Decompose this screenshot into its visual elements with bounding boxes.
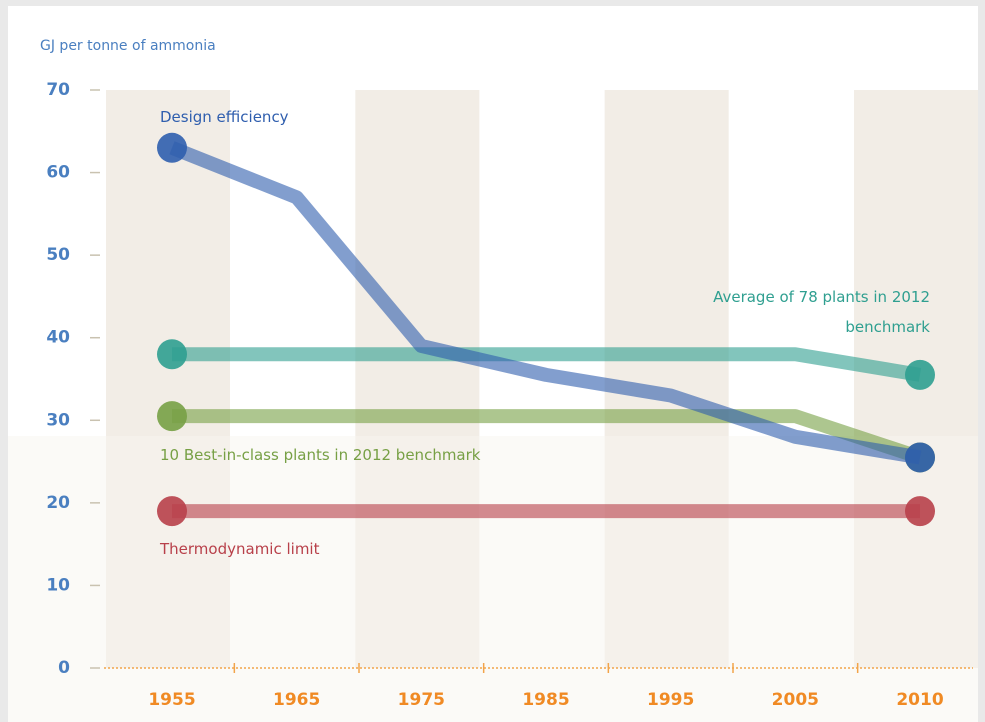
- x-tick-label: 1995: [647, 690, 694, 710]
- y-tick-label: 10: [46, 575, 70, 595]
- y-tick-label: 30: [46, 410, 70, 430]
- end-marker: [157, 401, 187, 432]
- x-tick-label: 2005: [772, 690, 819, 710]
- x-tick-label: 1965: [273, 690, 320, 710]
- y-axis-label: GJ per tonne of ammonia: [40, 38, 216, 54]
- y-tick-label: 60: [46, 163, 70, 183]
- series-label: Design efficiency: [160, 108, 289, 126]
- end-marker: [157, 339, 187, 370]
- end-marker: [905, 442, 935, 473]
- y-tick-label: 0: [58, 658, 70, 678]
- end-marker: [157, 496, 187, 527]
- series-label: Thermodynamic limit: [160, 540, 320, 558]
- end-marker: [157, 132, 187, 163]
- y-tick-label: 40: [46, 328, 70, 348]
- background-fade: [8, 436, 978, 722]
- end-marker: [905, 496, 935, 527]
- end-marker: [905, 359, 935, 390]
- series-line: [172, 409, 923, 465]
- x-tick-label: 2010: [896, 690, 943, 710]
- chart-frame: GJ per tonne of ammonia 0 10 20 30 40 50 60 70 1…: [8, 6, 978, 722]
- y-tick-label: 50: [46, 245, 70, 265]
- y-tick-label: 20: [46, 493, 70, 513]
- series-line: [169, 141, 922, 465]
- series-line: [172, 347, 922, 382]
- chart: GJ per tonne of ammonia 0 10 20 30 40 50 60 70 1…: [8, 38, 978, 722]
- y-tick-label: 70: [46, 80, 70, 100]
- x-tick-label: 1975: [398, 690, 445, 710]
- series-label: Average of 78 plants in 2012 benchmark: [713, 288, 930, 336]
- series-label: 10 Best-in-class plants in 2012 benchmar…: [160, 446, 481, 464]
- x-tick-label: 1985: [522, 690, 569, 710]
- x-tick-label: 1955: [148, 690, 195, 710]
